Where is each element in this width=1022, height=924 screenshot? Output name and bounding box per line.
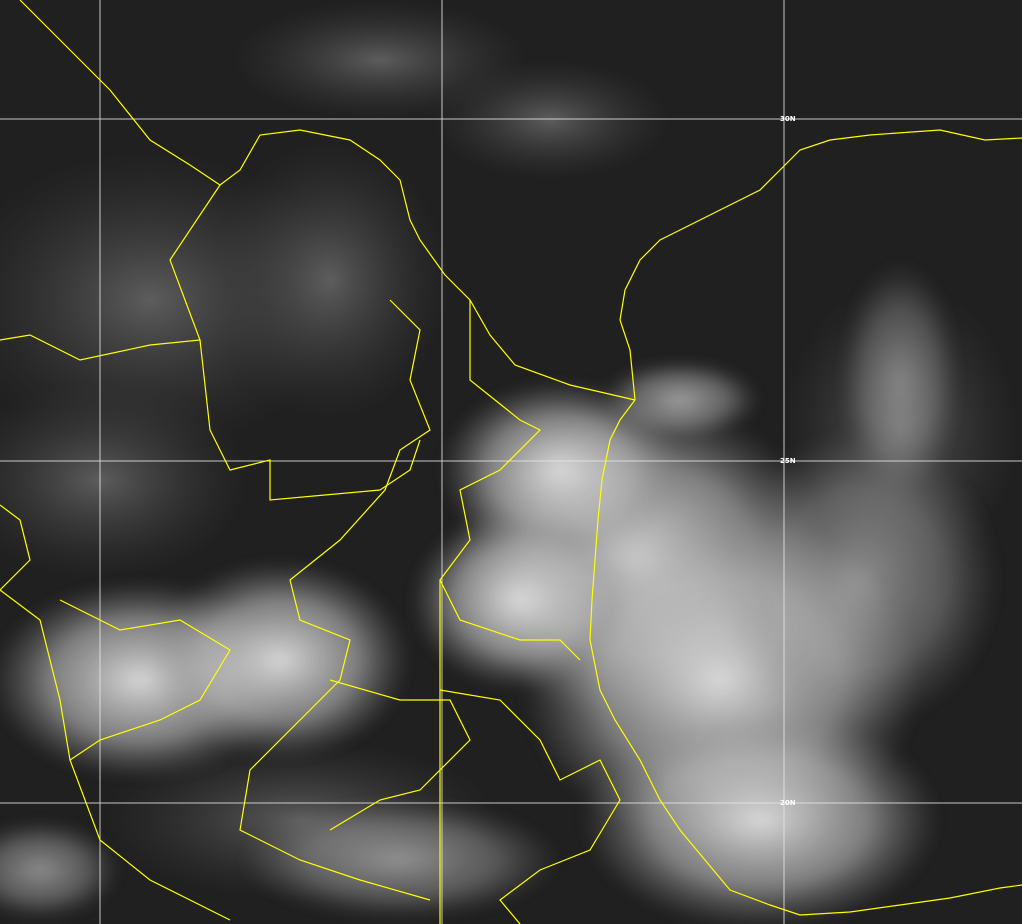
lat-label-25n: 25N [780,457,796,465]
lat-label-20n: 20N [780,799,796,807]
state-border [439,689,621,924]
state-border [169,184,421,501]
state-border [59,599,231,761]
cloud-mass [0,260,1000,924]
gulf-coastline [589,129,1022,916]
gulf-of-california-coast [0,504,231,921]
latitude-labels: 30N 25N 20N [780,115,796,807]
lat-label-30n: 30N [780,115,796,123]
state-border [239,299,431,901]
us-mexico-border [19,0,636,401]
state-border [0,334,201,361]
state-border [439,300,581,661]
state-border [329,679,471,831]
